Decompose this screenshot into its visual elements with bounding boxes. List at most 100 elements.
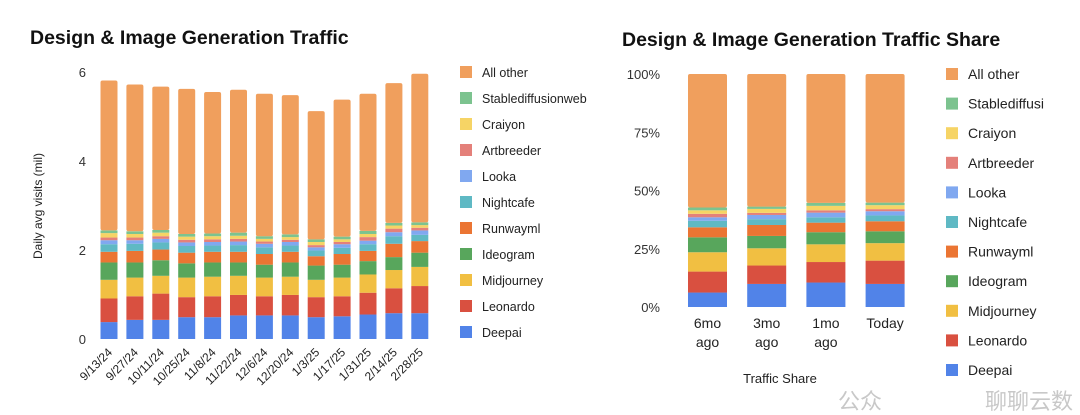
bar-segment-nightcafe [865,215,905,222]
bar-segment-looka [100,240,118,245]
bar-segment-nightcafe [307,250,325,257]
bar-segment-stablediffusionweb [281,234,299,238]
bar-segment-leonardo [152,293,170,320]
bar-segment-stablediffusionweb [255,236,273,239]
bar-segment-artbreeder [747,212,787,215]
bar-segment-nightcafe [333,247,351,255]
bar-segment-leonardo [178,297,196,318]
bar-segment-leonardo [865,260,905,284]
bar-segment-deepai [307,317,325,339]
bar-segment-leonardo [100,298,118,323]
bar-segment-deepai [385,313,403,339]
x-tick-label: 3mo [753,315,780,331]
bar-segment-midjourney [747,248,787,266]
bar-segment-midjourney [688,252,727,272]
legend-swatch [946,156,958,169]
bar-segment-midjourney [385,270,403,289]
bar-segment-craiyon [359,233,377,238]
bar-segment-deepai [255,315,273,339]
legend-swatch [946,334,958,347]
bar-segment-all-other [385,83,403,223]
bar-segment-midjourney [126,277,144,297]
bar-segment-midjourney [100,279,118,299]
x-tick-label: 1mo [812,315,839,331]
bar-segment-stablediffusionweb [178,233,196,237]
y-tick-label: 0 [79,332,86,347]
legend-label: Craiyon [482,118,525,132]
bar-segment-runwayml [333,254,351,265]
bar-segment-ideogram [281,262,299,277]
legend-label: Deepai [968,362,1012,378]
bar-segment-artbreeder [411,227,429,231]
bar-segment-leonardo [688,271,727,293]
legend-swatch [460,144,472,156]
bar-segment-artbreeder [255,241,273,244]
legend-swatch [460,326,472,338]
legend-swatch [460,300,472,312]
bar-segment-craiyon [230,235,247,239]
bar-segment-all-other [865,74,905,203]
bar-segment-ideogram [204,262,222,277]
bar-segment-all-other [688,74,727,208]
bar-segment-looka [281,241,299,246]
bar-segment-all-other [747,74,787,207]
bar-segment-craiyon [255,238,273,242]
bar-segment-nightcafe [359,244,377,251]
legend-swatch [946,127,958,140]
bar-segment-deepai [178,317,196,339]
bar-segment-nightcafe [204,245,222,252]
x-tick-label: ago [696,334,720,350]
x-axis-label: Traffic Share [743,371,817,386]
watermark-text-2: 聊聊云数 [985,389,1074,414]
bar-segment-stablediffusionweb [126,231,144,234]
bar-segment-all-other [100,80,118,231]
y-tick-label: 0% [641,300,660,315]
bar-segment-nightcafe [100,244,118,252]
bar-segment-artbreeder [152,236,170,239]
legend-label: Stablediffusionweb [482,92,587,106]
bar-segment-ideogram [152,260,170,276]
bar-segment-nightcafe [688,220,727,228]
bar-segment-deepai [152,319,170,339]
bar-segment-nightcafe [230,245,247,252]
legend-label: Craiyon [968,125,1016,141]
bar-segment-looka [359,240,377,245]
bar-segment-artbreeder [126,237,144,241]
y-tick-label: 100% [627,67,661,82]
bar-segment-ideogram [333,264,351,278]
bar-segment-looka [152,238,170,243]
bar-segment-ideogram [385,257,403,271]
bar-segment-deepai [204,317,222,339]
bar-segment-all-other [230,89,247,233]
bar-segment-runwayml [747,224,787,236]
bar-segment-looka [307,247,325,251]
legend-label: Artbreeder [482,144,541,158]
legend-swatch [460,170,472,182]
legend-label: Looka [482,170,516,184]
bar-segment-craiyon [100,233,118,238]
y-tick-label: 4 [79,154,86,169]
bar-segment-runwayml [152,249,170,261]
legend-swatch [460,222,472,234]
bar-segment-deepai [806,282,846,307]
bar-segment-runwayml [411,241,429,253]
bar-segment-stablediffusionweb [359,230,377,234]
bar-segment-ideogram [411,252,429,267]
bar-segment-stablediffusionweb [152,229,170,233]
bar-segment-runwayml [230,251,247,263]
bar-segment-ideogram [126,262,144,278]
bar-segment-craiyon [385,225,403,229]
y-tick-label: 75% [634,125,660,140]
bar-segment-leonardo [307,297,325,318]
bar-segment-ideogram [307,265,325,280]
bar-segment-leonardo [281,294,299,316]
bar-segment-nightcafe [126,243,144,251]
bar-segment-midjourney [359,274,377,293]
y-tick-label: 6 [79,65,86,80]
bar-segment-artbreeder [281,239,299,242]
legend-swatch [946,186,958,199]
bar-segment-looka [204,241,222,246]
bar-segment-looka [806,212,846,218]
bar-segment-all-other [255,93,273,237]
